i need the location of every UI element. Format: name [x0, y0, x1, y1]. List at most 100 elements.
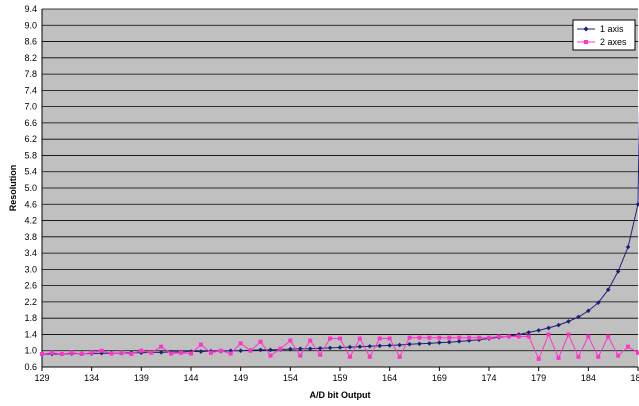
series-2-axes-point: [447, 335, 452, 340]
x-axis-title: A/D bit Output: [310, 390, 371, 400]
series-2-axes-point: [496, 334, 501, 339]
series-2-axes-point: [318, 352, 323, 357]
series-2-axes-point: [566, 332, 571, 337]
series-2-axes-point: [367, 354, 372, 359]
series-1-axis-point: [397, 342, 402, 348]
y-tick-label: 7.4: [24, 85, 37, 95]
series-2-axes-point: [526, 334, 531, 339]
y-tick-label: 5.0: [24, 183, 37, 193]
series-2-axes-point: [536, 356, 541, 361]
series-2-axes-point: [467, 335, 472, 340]
series-1-axis-point: [327, 345, 333, 351]
series-2-axes-point: [516, 334, 521, 339]
y-tick-label: 5.4: [24, 167, 37, 177]
y-tick-label: 9.4: [24, 4, 37, 14]
y-tick-label: 9.0: [24, 20, 37, 30]
series-1-axis-point: [337, 345, 343, 350]
series-1-axis-point: [586, 308, 591, 314]
series-2-axes-point: [139, 348, 144, 353]
x-tick-label: 139: [134, 373, 149, 383]
series-2-axes-point: [437, 335, 442, 340]
legend-box: [572, 19, 636, 51]
series-2-axes-point: [546, 332, 551, 337]
y-tick-label: 2.2: [24, 297, 37, 307]
y-tick-label: 4.6: [24, 199, 37, 209]
y-tick-label: 8.2: [24, 53, 37, 63]
series-2-axes-point: [248, 348, 253, 353]
x-tick-label: 134: [84, 373, 99, 383]
series-2-axes-point: [149, 350, 154, 355]
series-1-axis-point: [595, 300, 601, 306]
y-tick-label: 5.8: [24, 150, 37, 160]
x-tick-label: 184: [581, 373, 596, 383]
series-1-axis-point: [297, 346, 303, 351]
series-2-axes-point: [49, 350, 54, 355]
series-1-axis-point: [288, 346, 293, 352]
series-1-axis-point: [258, 347, 263, 353]
series-2-axes-point: [129, 351, 134, 356]
series-2-axes-point: [288, 338, 293, 343]
series-1-axis-point: [476, 337, 482, 343]
series-1-axis-point: [357, 344, 363, 349]
x-tick-label: 189: [630, 373, 639, 383]
series-1-axis-point: [377, 343, 383, 349]
series-2-axes-point: [576, 354, 581, 359]
x-tick-label: 164: [382, 373, 397, 383]
series-1-axis-point: [228, 348, 234, 354]
y-tick-label: 3.4: [24, 248, 37, 258]
series-2-axes-point: [59, 351, 64, 356]
x-tick-label: 179: [531, 373, 546, 383]
series-2-axes-point: [109, 351, 114, 356]
series-2-axes-point: [189, 351, 193, 356]
series-1-axis-point: [268, 347, 273, 353]
series-2-axes-point: [397, 354, 402, 359]
series-2-axes-point: [218, 348, 223, 353]
series-2-axes-point: [69, 350, 74, 355]
series-2-axes-point: [169, 351, 174, 356]
y-axis-tick-labels: 0.6 1.0 1.4 1.8 2.2 2.6 3.0 3.4 3.8 4.2 4.6 5.0 5.4 5…: [24, 4, 37, 372]
series-2-axes-point: [238, 341, 243, 346]
series-2-axes-point: [457, 335, 462, 340]
y-tick-label: 3.8: [24, 232, 37, 242]
series-2-axes-point: [636, 350, 639, 355]
series-1-axis-point: [615, 269, 621, 274]
x-axis-tick-labels: 129 134 139 144 149 154 159 164 169 174 179 184 189: [34, 373, 639, 383]
series-1-axis-point: [407, 341, 412, 347]
series-2-axes-point: [89, 350, 94, 355]
x-tick-label: 154: [283, 373, 298, 383]
y-tick-label: 1.8: [24, 313, 37, 323]
series-2-axes-point: [308, 338, 313, 343]
legend-label-1-axis: 1 axis: [600, 24, 624, 34]
y-tick-label: 6.2: [24, 134, 37, 144]
series-1-axis-point: [576, 314, 581, 320]
series-2-axes-point: [606, 334, 611, 339]
series-2-axes-point: [387, 336, 392, 341]
y-tick-label: 0.6: [24, 362, 37, 372]
series-2-axes-point: [40, 351, 44, 356]
x-tick-label: 149: [233, 373, 248, 383]
series-2-axes-point: [487, 335, 491, 340]
series-1-axis-point: [158, 350, 164, 355]
series-1-axis-point: [466, 338, 472, 343]
series-1-axis-point: [307, 346, 313, 351]
y-tick-label: 4.2: [24, 216, 37, 226]
series-1-axis-point: [198, 349, 204, 354]
series-1-axis-point: [367, 343, 373, 349]
series-2-axes-point: [268, 353, 273, 358]
series-2-axes-point: [159, 344, 164, 349]
series-1-axis-point: [605, 287, 611, 293]
series-2-axes-point: [506, 334, 511, 339]
y-tick-label: 6.6: [24, 118, 37, 128]
series-2-axes-point: [347, 354, 352, 359]
series-1-axis-point: [536, 328, 541, 333]
series-1-axis-point: [566, 319, 571, 324]
series-1-axis-point: [456, 339, 462, 344]
series-2-axes-point: [377, 336, 382, 341]
series-2-axes-point: [338, 336, 342, 341]
series-2-axes-point: [626, 344, 631, 349]
series-2-axes-point: [79, 351, 84, 356]
y-tick-label: 3.0: [24, 264, 37, 274]
series-1-axis-point: [446, 339, 452, 345]
series-2-axes-point: [258, 339, 263, 344]
